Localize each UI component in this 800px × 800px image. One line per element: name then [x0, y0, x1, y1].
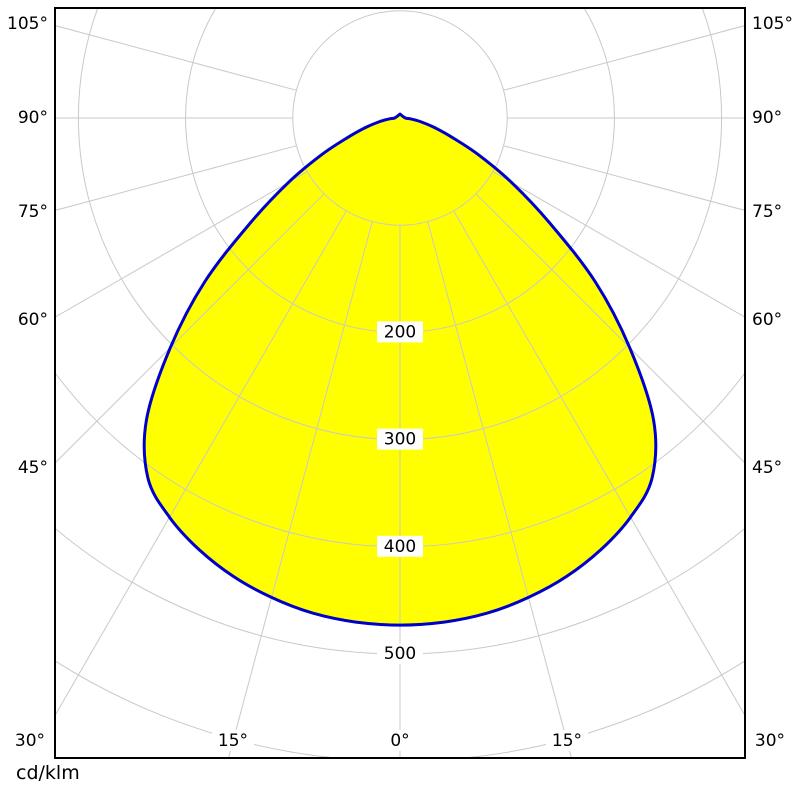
angle-label-right: 75°	[752, 202, 782, 222]
ring-label: 500	[384, 644, 416, 664]
angle-labels: 105° 105° 90° 90° 75° 75° 60° 60° 45° 45° 30° 30° 15…	[7, 14, 793, 751]
ring-labels: 200 300 400 500	[377, 321, 423, 664]
chart-frame	[54, 7, 746, 759]
angle-label-right: 105°	[752, 14, 793, 34]
angle-label-bottom: 15°	[218, 731, 248, 751]
ring-label-halo	[377, 643, 423, 664]
angle-label-left: 60°	[18, 310, 48, 330]
angle-label-halo	[379, 730, 421, 751]
grid-radial-line	[453, 210, 745, 717]
grid-radial-line	[492, 171, 745, 318]
angle-label-bottom: 0°	[390, 731, 409, 751]
angle-label-left: 105°	[7, 14, 48, 34]
ring-label: 300	[384, 430, 416, 450]
intensity-curve	[142, 112, 658, 627]
ring-label: 400	[384, 537, 416, 557]
grid-radial-line	[55, 210, 347, 717]
angle-label-right: 30°	[755, 731, 785, 751]
angle-label-halo	[546, 730, 588, 751]
angle-label-left: 90°	[18, 108, 48, 128]
grid-radial-line	[475, 193, 745, 464]
grid-radial-line	[503, 145, 745, 211]
angle-label-left: 30°	[15, 731, 45, 751]
angle-label-halo	[212, 730, 254, 751]
ring-label-halo	[377, 535, 423, 557]
grid-radial-line	[55, 25, 297, 91]
grid-radial-line	[55, 145, 297, 211]
grid-radial-line	[55, 193, 325, 464]
angle-label-left: 45°	[18, 458, 48, 478]
grid-radial-line	[503, 25, 745, 91]
angle-label-right: 45°	[752, 458, 782, 478]
angle-label-bottom: 15°	[552, 731, 582, 751]
angle-label-right: 90°	[752, 108, 782, 128]
unit-label: cd/klm	[16, 762, 80, 784]
ring-label: 200	[384, 322, 416, 342]
ring-label-halo	[377, 321, 423, 343]
angle-label-left: 75°	[18, 202, 48, 222]
angle-label-right: 60°	[752, 310, 782, 330]
grid-radial-line	[55, 171, 308, 318]
ring-label-halo	[377, 428, 423, 450]
